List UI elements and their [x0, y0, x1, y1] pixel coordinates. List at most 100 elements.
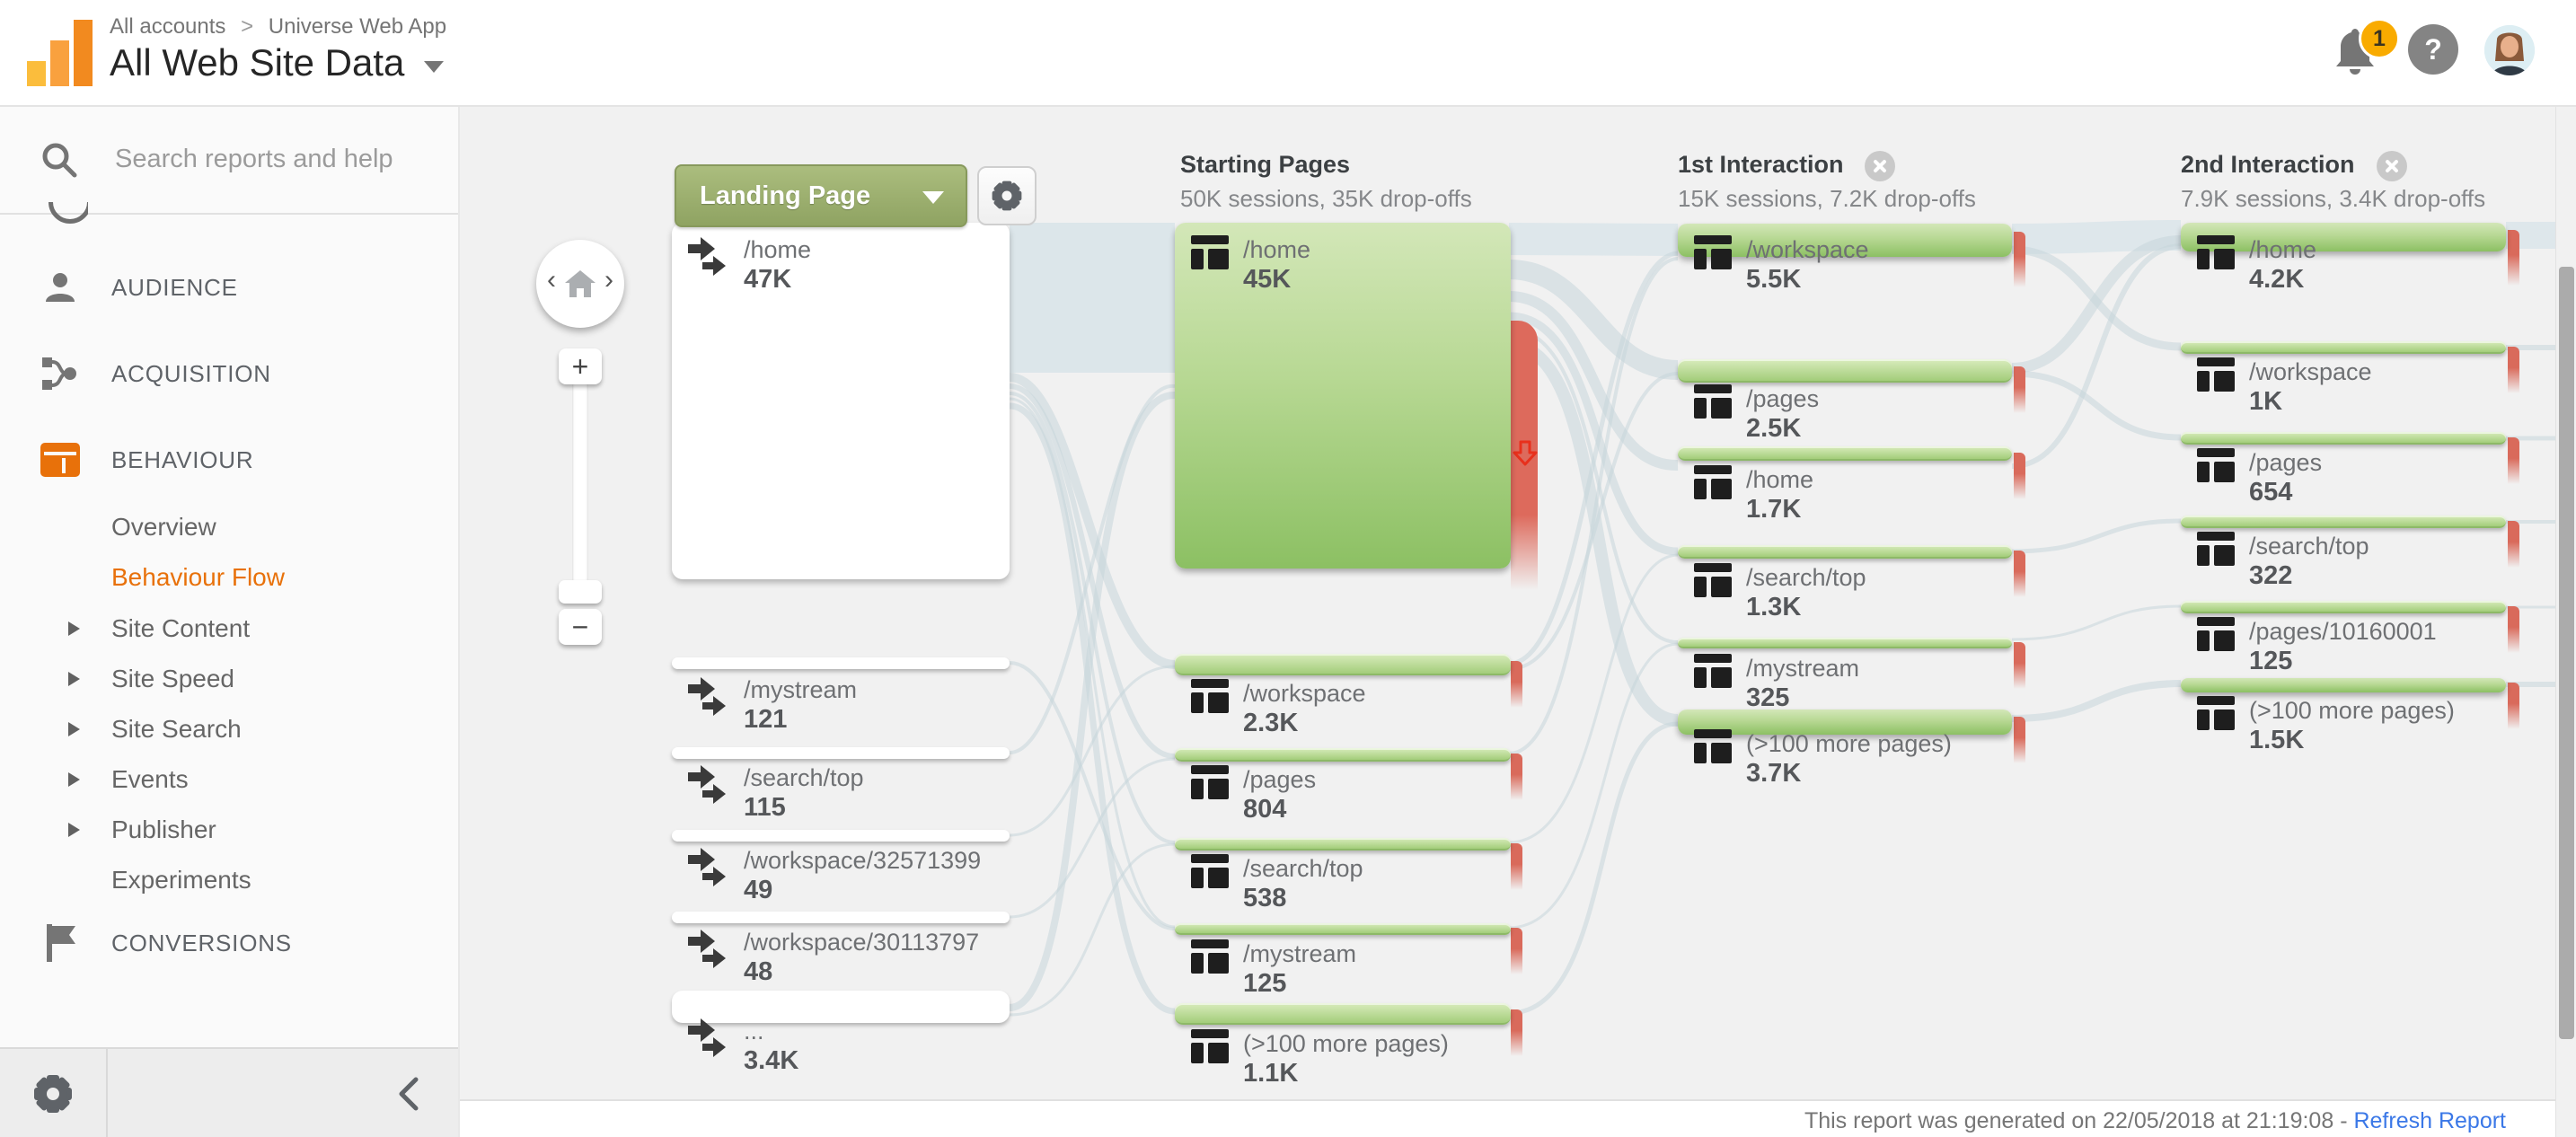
- node-label: /search/top 1.3K: [1694, 563, 1866, 622]
- flow-node-bar[interactable]: [1678, 446, 2012, 461]
- flow-node-bar[interactable]: [2181, 432, 2506, 445]
- flow-node-bar[interactable]: [672, 657, 1010, 669]
- sidebar-section-audience[interactable]: AUDIENCE: [0, 262, 458, 313]
- node-label: /workspace 1K: [2197, 357, 2372, 417]
- user-avatar[interactable]: [2484, 25, 2535, 75]
- dropoff-sliver: [1511, 661, 1522, 708]
- zoom-slider-track[interactable]: [572, 370, 588, 595]
- breadcrumb-item-property[interactable]: Universe Web App: [268, 14, 447, 39]
- flow-node-bar[interactable]: [1678, 224, 2012, 257]
- flow-node-bar[interactable]: [1175, 654, 1511, 675]
- dropoff-sliver: [2508, 606, 2519, 653]
- search-icon: [42, 143, 77, 178]
- node-label: /home 45K: [1191, 235, 1310, 295]
- home-icon[interactable]: [563, 269, 597, 299]
- flow-node[interactable]: [1175, 223, 1511, 568]
- flow-node-bar[interactable]: [2181, 516, 2506, 528]
- node-label: /pages 804: [1191, 765, 1316, 824]
- search-reports[interactable]: Search reports and help: [0, 105, 458, 215]
- flow-node-bar[interactable]: [672, 747, 1010, 759]
- search-input[interactable]: Search reports and help: [115, 145, 393, 173]
- dropoff-sliver: [2508, 347, 2519, 393]
- gear-icon: [34, 1075, 72, 1113]
- notification-badge: 1: [2359, 18, 2400, 59]
- flow-node-bar[interactable]: [1175, 838, 1511, 851]
- sidebar-section-conversions[interactable]: CONVERSIONS: [0, 918, 458, 968]
- flow-node-bar[interactable]: [1678, 545, 2012, 559]
- flow-node[interactable]: [672, 991, 1010, 1023]
- flow-node-bar[interactable]: [672, 830, 1010, 842]
- page-icon: [1694, 563, 1732, 597]
- refresh-report-link[interactable]: Refresh Report: [2353, 1108, 2506, 1133]
- remove-step-icon[interactable]: [1865, 151, 1895, 181]
- help-icon[interactable]: ?: [2408, 24, 2458, 75]
- flow-node-bar[interactable]: [1175, 1003, 1511, 1025]
- sidebar-item-behaviour-flow[interactable]: Behaviour Flow: [111, 563, 285, 591]
- dimension-dropdown[interactable]: Landing Page: [675, 164, 967, 227]
- double-arrow-icon: [688, 930, 726, 968]
- page-icon: [2197, 235, 2235, 269]
- zoom-in-button[interactable]: +: [559, 348, 602, 384]
- node-label: /workspace/30113797 48: [688, 928, 979, 987]
- expand-arrow-icon[interactable]: [68, 672, 80, 686]
- remove-step-icon[interactable]: [2377, 151, 2407, 181]
- sidebar-item-site-search[interactable]: Site Search: [0, 707, 458, 752]
- sidebar-item-events[interactable]: Events: [0, 757, 458, 802]
- flow-node-bar[interactable]: [2181, 678, 2506, 692]
- sidebar-item-site-content[interactable]: Site Content: [0, 606, 458, 651]
- sidebar-section-acquisition[interactable]: ACQUISITION: [0, 348, 458, 399]
- sidebar-item-publisher[interactable]: Publisher: [0, 807, 458, 852]
- double-arrow-icon: [688, 237, 726, 276]
- chevron-left-icon: [399, 1077, 419, 1111]
- clipped-section-icon: [47, 202, 88, 225]
- flow-node-bar[interactable]: [1175, 748, 1511, 762]
- sidebar-item-experiments[interactable]: Experiments: [111, 866, 251, 894]
- zoom-out-button[interactable]: −: [559, 609, 602, 645]
- collapse-sidebar-button[interactable]: [386, 1072, 429, 1115]
- node-label: /workspace/32571399 49: [688, 846, 981, 905]
- page-icon: [2197, 617, 2235, 651]
- breadcrumb-separator: >: [241, 14, 254, 39]
- breadcrumb[interactable]: All accounts > Universe Web App: [110, 14, 446, 40]
- view-selector[interactable]: All Web Site Data: [110, 41, 445, 84]
- flow-node-bar[interactable]: [1678, 638, 2012, 648]
- flow-node-bar[interactable]: [2181, 223, 2506, 251]
- analytics-logo-icon[interactable]: [27, 20, 93, 86]
- dropoff-sliver: [2014, 453, 2025, 499]
- expand-arrow-icon[interactable]: [68, 823, 80, 837]
- sidebar-item-overview[interactable]: Overview: [111, 513, 216, 541]
- dropoff-sliver: [2014, 551, 2025, 597]
- flow-node-bar[interactable]: [1678, 359, 2012, 383]
- vertical-scrollbar[interactable]: [2555, 105, 2576, 1137]
- breadcrumb-item-accounts[interactable]: All accounts: [110, 14, 226, 39]
- sidebar-item-site-speed[interactable]: Site Speed: [0, 657, 458, 701]
- page-icon: [1694, 465, 1732, 499]
- page-icon: [1694, 384, 1732, 419]
- flow-node-bar[interactable]: [2181, 601, 2506, 613]
- expand-arrow-icon[interactable]: [68, 772, 80, 787]
- pan-left-arrow[interactable]: ‹: [547, 265, 556, 295]
- chevron-down-icon: [922, 191, 944, 204]
- node-label: /mystream 325: [1694, 654, 1859, 713]
- flow-node-bar[interactable]: [1678, 710, 2012, 735]
- node-label: /mystream 125: [1191, 939, 1356, 999]
- expand-arrow-icon[interactable]: [68, 621, 80, 636]
- admin-button[interactable]: [0, 1049, 108, 1137]
- flow-node-bar[interactable]: [1175, 923, 1511, 935]
- zoom-slider-thumb[interactable]: [559, 580, 602, 604]
- dropoff-sliver: [2014, 642, 2025, 689]
- flow-node-bar[interactable]: [2181, 341, 2506, 354]
- expand-arrow-icon[interactable]: [68, 722, 80, 736]
- column-header-1st-interaction: 1st Interaction 15K sessions, 7.2K drop-…: [1678, 151, 1976, 212]
- flow-settings-button[interactable]: [977, 166, 1037, 225]
- node-label: /home 1.7K: [1694, 465, 1813, 524]
- column-header-starting-pages: Starting Pages 50K sessions, 35K drop-of…: [1180, 151, 1472, 212]
- flow-node-bar[interactable]: [672, 912, 1010, 923]
- pan-right-arrow[interactable]: ›: [604, 265, 613, 295]
- scrollbar-thumb[interactable]: [2559, 267, 2574, 1039]
- chevron-down-icon: [424, 60, 445, 73]
- node-label: /mystream 121: [688, 675, 857, 735]
- flow-node[interactable]: [672, 223, 1010, 579]
- sidebar-section-behaviour[interactable]: BEHAVIOUR: [0, 435, 458, 485]
- pan-control[interactable]: ‹ ›: [536, 240, 624, 328]
